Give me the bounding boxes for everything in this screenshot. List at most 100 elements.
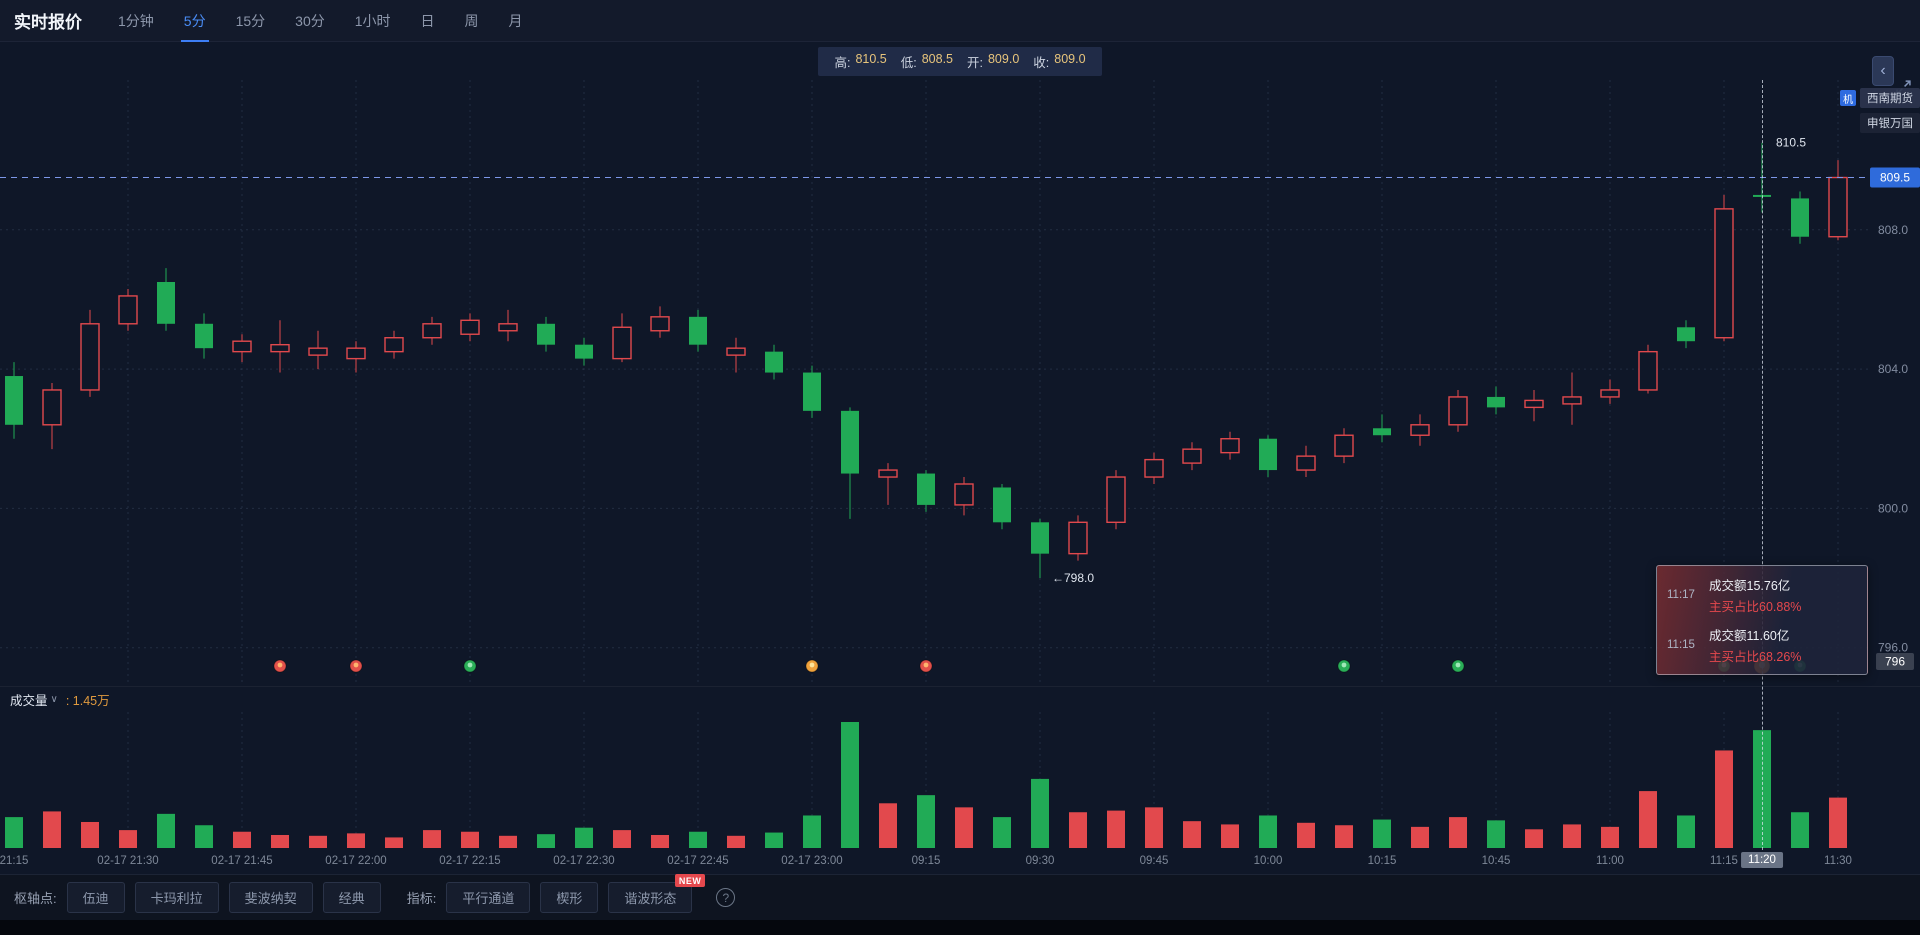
volume-chart[interactable] — [0, 712, 1920, 850]
chevron-down-icon[interactable]: ∨ — [50, 694, 58, 705]
candle[interactable] — [1031, 522, 1049, 554]
candle[interactable] — [993, 487, 1011, 523]
candle[interactable] — [803, 372, 821, 411]
volume-bar[interactable] — [119, 830, 137, 848]
candle[interactable] — [157, 282, 175, 324]
candle[interactable] — [195, 323, 213, 349]
volume-bar[interactable] — [1411, 826, 1429, 848]
broker-row-1[interactable]: 机 西南期货 — [1840, 88, 1920, 108]
candle[interactable] — [422, 323, 442, 339]
volume-bar[interactable] — [689, 831, 707, 848]
volume-bar[interactable] — [1791, 812, 1809, 848]
pivot-camarilla-button[interactable]: 卡玛利拉 — [134, 882, 219, 913]
pivot-woodie-button[interactable]: 伍迪 — [66, 882, 125, 913]
volume-bar[interactable] — [1069, 812, 1087, 848]
volume-bar[interactable] — [157, 813, 175, 848]
volume-bar[interactable] — [1031, 778, 1049, 848]
tab-month[interactable]: 月 — [508, 12, 523, 29]
volume-bar[interactable] — [537, 834, 555, 848]
candle[interactable] — [878, 469, 898, 478]
candle[interactable] — [726, 347, 746, 356]
candle[interactable] — [1562, 396, 1582, 405]
collapse-panel-button[interactable]: ‹ — [1872, 56, 1894, 86]
volume-bar[interactable] — [1221, 824, 1239, 848]
volume-bar[interactable] — [1487, 820, 1505, 848]
volume-bar[interactable] — [385, 837, 403, 848]
candle[interactable] — [1677, 327, 1695, 342]
volume-bar[interactable] — [5, 817, 23, 848]
volume-bar[interactable] — [651, 834, 669, 848]
candle[interactable] — [1828, 176, 1848, 238]
candle[interactable] — [1714, 208, 1734, 339]
tab-day[interactable]: 日 — [420, 12, 435, 29]
candle[interactable] — [346, 347, 366, 360]
volume-bar[interactable] — [1753, 730, 1771, 848]
candle[interactable] — [841, 410, 859, 474]
volume-bar[interactable] — [613, 830, 631, 848]
candle[interactable] — [1068, 521, 1088, 555]
volume-bar[interactable] — [1145, 807, 1163, 848]
indicator-parallel-channel-button[interactable]: 平行通道 — [446, 882, 531, 913]
volume-bar[interactable] — [1525, 829, 1543, 848]
volume-bar[interactable] — [1677, 815, 1695, 848]
candle[interactable] — [575, 344, 593, 359]
volume-bar[interactable] — [81, 821, 99, 848]
candle[interactable] — [917, 473, 935, 505]
candle[interactable] — [5, 376, 23, 425]
tab-5min[interactable]: 5分 — [180, 0, 209, 42]
candle[interactable] — [1106, 476, 1126, 524]
candle[interactable] — [1259, 438, 1277, 471]
candle[interactable] — [1487, 396, 1505, 408]
candle[interactable] — [765, 351, 783, 373]
candle[interactable] — [689, 316, 707, 345]
volume-bar[interactable] — [423, 830, 441, 848]
volume-bar[interactable] — [309, 835, 327, 848]
volume-bar[interactable] — [1373, 819, 1391, 848]
volume-bar[interactable] — [1183, 821, 1201, 848]
candle[interactable] — [1524, 399, 1544, 409]
tab-30min[interactable]: 30分 — [295, 12, 325, 29]
candle[interactable] — [1410, 424, 1430, 436]
volume-indicator-label[interactable]: 成交量 — [10, 694, 48, 708]
volume-bar[interactable] — [879, 803, 897, 848]
volume-bar[interactable] — [1601, 826, 1619, 848]
volume-bar[interactable] — [575, 827, 593, 848]
tab-1min[interactable]: 1分钟 — [118, 12, 154, 29]
candle[interactable] — [1373, 428, 1391, 436]
candle[interactable] — [1220, 438, 1240, 454]
candle[interactable] — [1182, 448, 1202, 464]
tab-week[interactable]: 周 — [464, 12, 479, 29]
volume-bar[interactable] — [727, 835, 745, 848]
volume-bar[interactable] — [1335, 825, 1353, 848]
volume-bar[interactable] — [993, 817, 1011, 848]
candle[interactable] — [650, 316, 670, 332]
volume-bar[interactable] — [499, 835, 517, 848]
candle[interactable] — [232, 340, 252, 353]
candle[interactable] — [1600, 389, 1620, 398]
volume-bar[interactable] — [955, 807, 973, 848]
volume-bar[interactable] — [195, 825, 213, 848]
volume-bar[interactable] — [1259, 815, 1277, 848]
candle[interactable] — [1334, 434, 1354, 457]
pivot-classic-button[interactable]: 经典 — [322, 882, 381, 913]
expand-icon[interactable] — [1896, 80, 1911, 95]
volume-bar[interactable] — [1563, 824, 1581, 848]
broker-row-2[interactable]: 申银万国 — [1860, 113, 1920, 133]
candle[interactable] — [118, 295, 138, 325]
price-chart[interactable]: 808.0 804.0 800.0 796.0 809.5 796 810.5 ←798.0 — [0, 80, 1920, 686]
volume-bar[interactable] — [1107, 810, 1125, 848]
volume-bar[interactable] — [233, 831, 251, 848]
candle[interactable] — [498, 323, 518, 332]
volume-bar[interactable] — [461, 831, 479, 848]
candle[interactable] — [80, 323, 100, 391]
volume-bar[interactable] — [765, 832, 783, 848]
tab-15min[interactable]: 15分 — [235, 12, 266, 29]
candle[interactable] — [1753, 194, 1771, 197]
candle[interactable] — [270, 343, 290, 353]
volume-bar[interactable] — [1297, 822, 1315, 848]
help-icon[interactable]: ? — [716, 888, 736, 907]
candle[interactable] — [1791, 198, 1809, 237]
volume-bar[interactable] — [1639, 791, 1657, 848]
candle[interactable] — [1448, 396, 1468, 426]
indicator-harmonic-button[interactable]: 谐波形态 NEW — [608, 874, 706, 913]
